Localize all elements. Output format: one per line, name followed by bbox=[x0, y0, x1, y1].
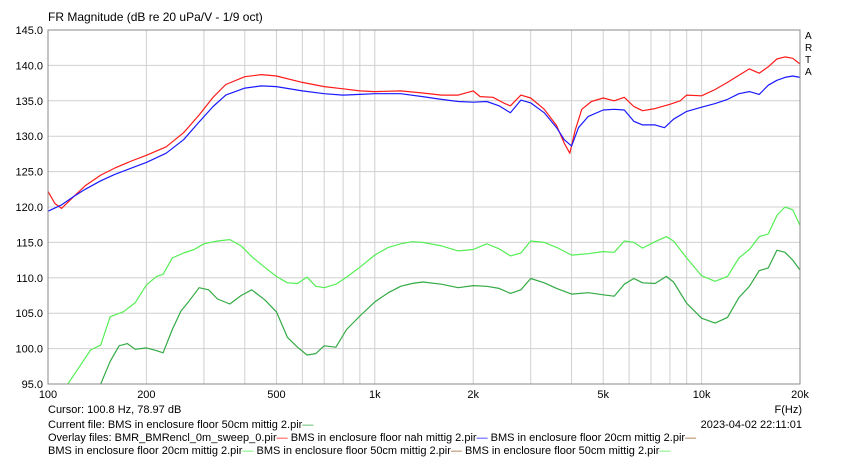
overlay-files-line-2: BMS in enclosure floor 20cm mittig 2.pir… bbox=[48, 445, 671, 457]
series-line-4 bbox=[100, 249, 801, 385]
series-line-1 bbox=[47, 56, 801, 209]
arta-letter: A bbox=[805, 31, 812, 42]
arta-letter: R bbox=[805, 43, 813, 54]
cursor-readout: Cursor: 100.8 Hz, 78.97 dB bbox=[48, 404, 182, 416]
y-tick-label: 130.0 bbox=[15, 131, 43, 143]
plot-frame bbox=[47, 29, 801, 385]
arta-letter: T bbox=[805, 55, 812, 66]
series-line-2 bbox=[47, 75, 801, 212]
overlay-files-line-1: Overlay files: BMR_BMRencl_0m_sweep_0.pi… bbox=[48, 432, 697, 444]
y-tick-label: 115.0 bbox=[16, 237, 43, 249]
x-tick-label: 200 bbox=[137, 389, 155, 401]
x-tick-label: 100 bbox=[39, 389, 57, 401]
y-tick-label: 95.0 bbox=[22, 379, 43, 391]
arta-letters: A R T A bbox=[805, 31, 815, 79]
y-tick-label: 100.0 bbox=[15, 344, 43, 356]
arta-letter: A bbox=[805, 67, 812, 78]
data-series bbox=[47, 56, 801, 385]
timestamp: 2023-04-02 22:11:01 bbox=[700, 419, 802, 431]
current-file: Current file: BMS in enclosure floor 50c… bbox=[48, 419, 314, 431]
y-tick-label: 135.0 bbox=[15, 96, 43, 108]
y-tick-label: 145.0 bbox=[15, 25, 43, 37]
x-tick-label: 5k bbox=[597, 389, 609, 401]
y-tick-label: 125.0 bbox=[15, 167, 43, 179]
chart-title: FR Magnitude (dB re 20 uPa/V - 1/9 oct) bbox=[48, 10, 263, 24]
plot-grid bbox=[47, 29, 801, 385]
x-tick-label: 500 bbox=[267, 389, 285, 401]
y-tick-label: 120.0 bbox=[15, 202, 43, 214]
y-tick-label: 140.0 bbox=[15, 60, 43, 72]
x-tick-label: 1k bbox=[369, 389, 381, 401]
series-line-3 bbox=[67, 206, 801, 385]
x-tick-label: 10k bbox=[693, 389, 711, 401]
y-tick-label: 105.0 bbox=[15, 308, 43, 320]
x-tick-label: 20k bbox=[791, 389, 809, 401]
x-tick-label: 2k bbox=[467, 389, 479, 401]
y-tick-label: 110.0 bbox=[16, 273, 43, 285]
x-axis-unit: F(Hz) bbox=[774, 404, 803, 416]
axis-ticks: 145.0 140.0 135.0 130.0 125.0 120.0 115.0 110.0… bbox=[15, 25, 809, 401]
